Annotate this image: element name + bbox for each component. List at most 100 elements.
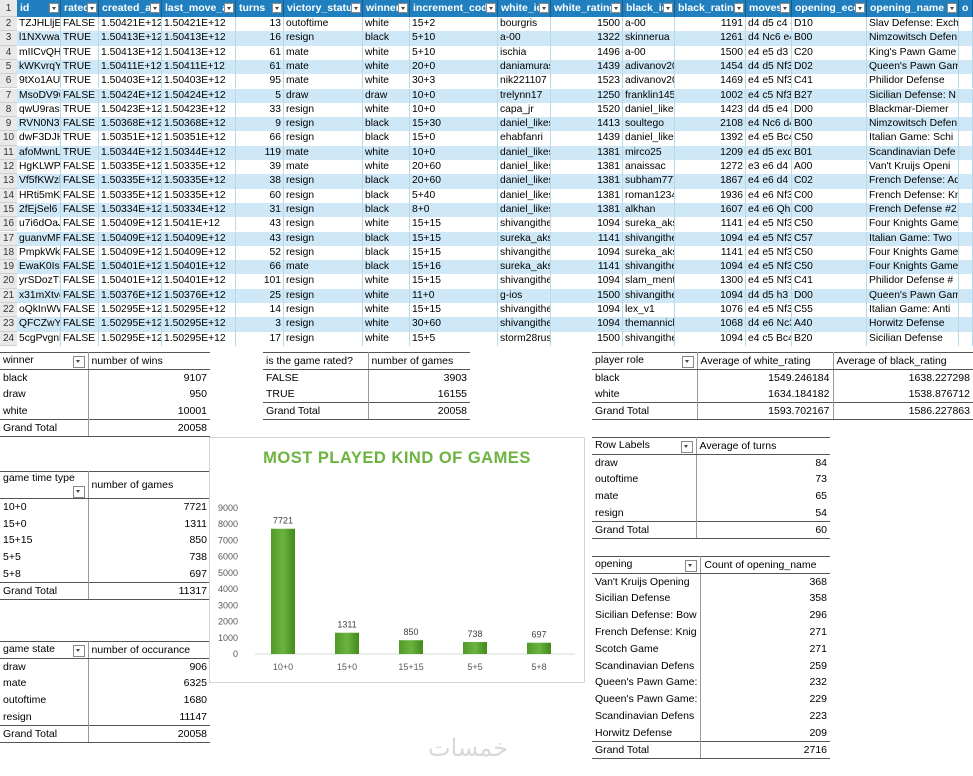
table-cell[interactable]: skinnerua	[623, 31, 675, 46]
pivot-row-label[interactable]: Van't Kruijs Opening	[592, 573, 702, 591]
table-cell[interactable]: Four Knights Game	[867, 245, 959, 261]
table-cell[interactable]: 1.5041E+12	[162, 217, 236, 232]
table-cell[interactable]: sureka_aks	[623, 217, 675, 232]
column-header[interactable]: rated	[61, 0, 99, 17]
table-cell[interactable]: resign	[284, 202, 363, 218]
table-cell[interactable]: TRUE	[61, 131, 99, 146]
pivot-header-cell[interactable]: number of occurance	[88, 641, 210, 659]
column-header[interactable]: opening_eco	[792, 0, 867, 17]
table-cell[interactable]: 31	[236, 202, 284, 218]
table-cell[interactable]: guanvMR5	[17, 231, 61, 246]
table-cell[interactable]: Four Knights Game	[867, 217, 959, 232]
filter-dropdown-icon[interactable]	[486, 3, 496, 13]
table-cell[interactable]: 1.50334E+12	[99, 202, 162, 218]
table-cell[interactable]: sureka_aksl	[498, 231, 551, 246]
column-header[interactable]: last_move_at	[162, 0, 236, 17]
table-cell[interactable]: black	[363, 188, 410, 203]
table-cell[interactable]: King's Pawn Game	[867, 45, 959, 60]
table-cell[interactable]: FALSE	[61, 174, 99, 189]
table-cell[interactable]: 1094	[551, 303, 623, 318]
table-cell[interactable]: 1.50401E+12	[162, 274, 236, 289]
table-cell[interactable]: outoftime	[284, 17, 363, 32]
table-cell[interactable]: resign	[284, 131, 363, 146]
table-cell[interactable]: 1423	[675, 102, 746, 118]
table-cell[interactable]: 5+10	[410, 45, 498, 60]
table-cell[interactable]: C55	[792, 303, 867, 318]
table-cell[interactable]: 1.50376E+12	[99, 288, 162, 303]
pivot-value[interactable]: 1311	[184, 517, 207, 530]
table-cell[interactable]: e4 c5 Bc4	[746, 331, 792, 346]
table-cell[interactable]: 1.50401E+12	[99, 260, 162, 275]
table-row[interactable]: u7i6dOaJ FALSE 1.50409E+12 1.5041E+12 43 resi…	[17, 217, 973, 232]
table-cell[interactable]: mate	[284, 45, 363, 60]
table-cell[interactable]: 1.50423E+12	[99, 102, 162, 118]
table-cell[interactable]: 20+60	[410, 160, 498, 175]
table-row[interactable]: kWKvrqYLTRUE1.50411E+121.50411E+1261mate…	[17, 59, 973, 75]
column-header[interactable]: turns	[236, 0, 284, 17]
table-cell[interactable]: resign	[284, 117, 363, 132]
row-number[interactable]: 7	[0, 88, 17, 103]
table-cell[interactable]: d4 d5 Nf3	[746, 59, 792, 75]
table-cell[interactable]: 1.50411E+12	[162, 59, 236, 75]
table-cell[interactable]: white	[363, 160, 410, 175]
table-cell[interactable]: 1500	[551, 17, 623, 32]
table-cell[interactable]: 15+0	[410, 131, 498, 146]
pivot-row[interactable]: FALSE 3903	[263, 369, 470, 387]
pivot-value[interactable]: 16155	[437, 388, 467, 401]
table-cell[interactable]: mate	[284, 145, 363, 160]
table-cell[interactable]: shivangithe	[623, 331, 675, 346]
filter-dropdown-icon[interactable]	[351, 3, 361, 13]
pivot-header-cell[interactable]: winner	[0, 352, 89, 370]
table-cell[interactable]: B27	[792, 88, 867, 103]
table-cell[interactable]: 9	[236, 117, 284, 132]
row-number[interactable]: 13	[0, 174, 17, 189]
pivot-row-label[interactable]: 5+8	[0, 565, 89, 583]
table-cell[interactable]: C41	[792, 274, 867, 289]
table-cell[interactable]: 15+15	[410, 274, 498, 289]
table-cell[interactable]: 5+40	[410, 188, 498, 203]
table-cell[interactable]: 15+15	[410, 303, 498, 318]
bar[interactable]	[463, 642, 487, 654]
table-cell[interactable]: 1.50295E+12	[99, 317, 162, 332]
table-cell[interactable]: resign	[284, 331, 363, 346]
pivot-row-label[interactable]: black	[592, 369, 698, 387]
table-cell[interactable]: roman1234	[623, 188, 675, 203]
pivot-row-label[interactable]: draw	[0, 386, 89, 403]
filter-dropdown-icon[interactable]	[855, 3, 865, 13]
table-cell[interactable]: 1381	[551, 145, 623, 160]
table-cell[interactable]: daniel_likes	[498, 188, 551, 203]
table-cell[interactable]	[959, 274, 973, 289]
table-cell[interactable]: 1.50409E+12	[99, 231, 162, 246]
table-cell[interactable]: 1094	[551, 217, 623, 232]
pivot-value[interactable]: 3903	[443, 371, 467, 384]
row-number[interactable]: 21	[0, 288, 17, 303]
table-cell[interactable]: 1.50335E+12	[99, 174, 162, 189]
table-row[interactable]: x31mXtvc FALSE 1.50376E+12 1.50376E+12 25 res…	[17, 288, 973, 303]
table-cell[interactable]: 1141	[675, 245, 746, 261]
pivot-row[interactable]: 15+0 1311	[0, 515, 210, 533]
table-cell[interactable]: white	[363, 59, 410, 75]
pivot-row[interactable]: 5+5 738	[0, 548, 210, 566]
pivot-header-cell[interactable]: is the game rated?	[263, 352, 369, 370]
table-cell[interactable]: l1NXvwaE	[17, 31, 61, 46]
pivot-row[interactable]: outoftime 73	[592, 471, 830, 488]
filter-dropdown-icon[interactable]	[224, 3, 234, 13]
table-cell[interactable]: 43	[236, 231, 284, 246]
pivot-winners[interactable]: winner number of wins black 9107 draw 950 whit…	[0, 352, 210, 437]
table-cell[interactable]: 1.50403E+12	[162, 74, 236, 89]
pivot-value[interactable]: 54	[815, 506, 827, 519]
table-cell[interactable]: mirco25	[623, 145, 675, 160]
filter-dropdown-icon[interactable]	[685, 559, 698, 572]
pivot-row-label[interactable]: draw	[592, 454, 697, 472]
table-cell[interactable]: shivangithe	[623, 231, 675, 246]
column-header[interactable]: opening_name	[867, 0, 959, 17]
pivot-value[interactable]: 229	[809, 693, 827, 706]
pivot-value[interactable]: 232	[809, 676, 827, 689]
table-cell[interactable]: resign	[284, 274, 363, 289]
table-cell[interactable]: TRUE	[61, 145, 99, 160]
pivot-row[interactable]: white 10001	[0, 402, 210, 420]
pivot-value[interactable]: 209	[809, 726, 827, 739]
pivot-value[interactable]: 7721	[183, 501, 207, 514]
table-cell[interactable]: 119	[236, 145, 284, 160]
table-cell[interactable]: daniel_likes	[498, 145, 551, 160]
